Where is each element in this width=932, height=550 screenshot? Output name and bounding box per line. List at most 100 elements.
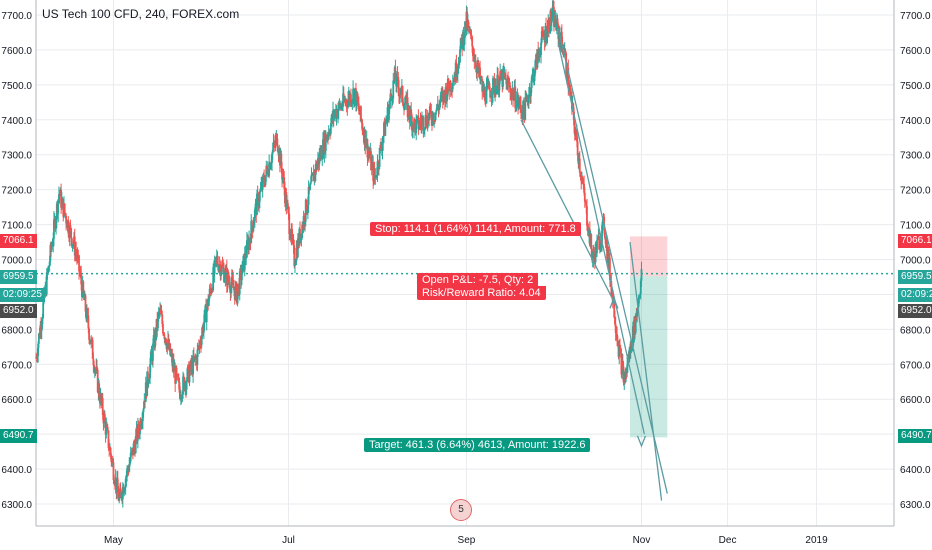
candle-body [269, 165, 272, 170]
candle-body [223, 278, 226, 282]
candle-body [445, 87, 448, 102]
candle-body [507, 80, 510, 86]
candle-body [526, 96, 529, 101]
candle-body [291, 228, 294, 240]
candle-body [492, 77, 494, 95]
candle-body [152, 343, 154, 361]
candle-body [545, 37, 548, 42]
candle-body [309, 182, 312, 185]
candle-body [287, 207, 290, 214]
candle-body [166, 343, 169, 350]
candle-body [576, 141, 579, 156]
candle-body [197, 346, 200, 348]
candle-body [291, 239, 294, 241]
candle-body [510, 92, 513, 98]
target-price-tag-right: 6490.7 [898, 429, 932, 443]
candle-body [70, 228, 73, 239]
candle-body [119, 488, 121, 498]
y-tick-label-right: 6600.0 [900, 395, 931, 406]
candle-body [320, 148, 323, 160]
candle-body [411, 115, 413, 131]
candle-body [471, 46, 474, 57]
candle-body [370, 151, 372, 170]
candle-body [540, 31, 543, 43]
candle-body [416, 116, 418, 120]
candle-body [621, 360, 624, 367]
candle-body [360, 119, 363, 124]
candle-body [428, 113, 431, 121]
candle-body [73, 236, 76, 256]
candle-body [106, 427, 109, 431]
candle-body [564, 50, 567, 54]
candle-body [60, 189, 63, 208]
candle-body [474, 61, 477, 68]
candle-body [370, 162, 373, 170]
candle-body [598, 236, 601, 250]
candle-body [572, 103, 575, 112]
candle-body [382, 136, 385, 143]
candle-body [590, 233, 593, 249]
candle-body [542, 32, 545, 37]
candle-body [57, 199, 60, 214]
candle-body [391, 98, 394, 101]
candle-body [91, 340, 94, 359]
candle-body [221, 264, 224, 267]
candle-body [305, 199, 308, 214]
candle-body [356, 92, 359, 102]
candle-body [586, 205, 588, 226]
candle-body [537, 49, 540, 55]
candle-body [310, 174, 313, 183]
candle-body [69, 225, 72, 229]
candle-body [601, 219, 604, 226]
open-pnl-label[interactable]: Open P&L: -7.5, Qty: 2 [417, 273, 539, 286]
candle-body [119, 488, 122, 492]
risk-reward-label[interactable]: Risk/Reward Ratio: 4.04 [417, 286, 546, 300]
candle-body [257, 193, 260, 207]
candle-body [616, 334, 618, 342]
candle-body [583, 192, 586, 202]
candle-body [129, 452, 132, 462]
candle-body [385, 118, 388, 122]
candle-body [280, 153, 283, 169]
candle-body [638, 297, 641, 299]
trend-line-4 [629, 241, 663, 501]
candle-body [362, 130, 365, 134]
candle-body [159, 309, 162, 314]
candle-body [49, 245, 52, 262]
target-label[interactable]: Target: 461.3 (6.64%) 4613, Amount: 1922… [364, 438, 591, 452]
candle-body [364, 129, 367, 148]
candle-body [484, 89, 486, 102]
candle-body [546, 26, 549, 38]
candle-body [506, 78, 509, 90]
candle-body [403, 104, 406, 110]
chart-title: US Tech 100 CFD, 240, FOREX.com [42, 7, 240, 21]
candle-body [636, 310, 639, 317]
trend-line-1 [520, 119, 617, 306]
candle-body [307, 186, 310, 205]
candle-body [367, 151, 370, 155]
candle-body [451, 88, 453, 90]
candle-body [238, 271, 241, 295]
candle-body [169, 343, 172, 356]
candle-body [479, 67, 481, 80]
candle-body [258, 191, 261, 202]
candle-body [574, 133, 577, 136]
candle-body [469, 31, 472, 36]
candle-body [146, 371, 149, 397]
y-tick-label-left: 7400.0 [1, 116, 32, 127]
candle-body [357, 103, 360, 111]
candle-body [377, 161, 380, 169]
candle-body [231, 276, 234, 281]
stop-label[interactable]: Stop: 114.1 (1.64%) 1141, Amount: 771.8 [370, 222, 581, 236]
candle-body [174, 367, 177, 384]
candle-body [233, 288, 235, 291]
events-marker[interactable]: 5 [450, 499, 472, 521]
candle-body [624, 368, 627, 382]
y-tick-label-left: 7100.0 [1, 221, 32, 232]
candle-body [142, 407, 145, 412]
candle-body [495, 86, 498, 95]
candle-body [392, 80, 395, 99]
candle-body [498, 79, 501, 91]
candle-body [150, 351, 153, 354]
candle-body [365, 146, 367, 148]
